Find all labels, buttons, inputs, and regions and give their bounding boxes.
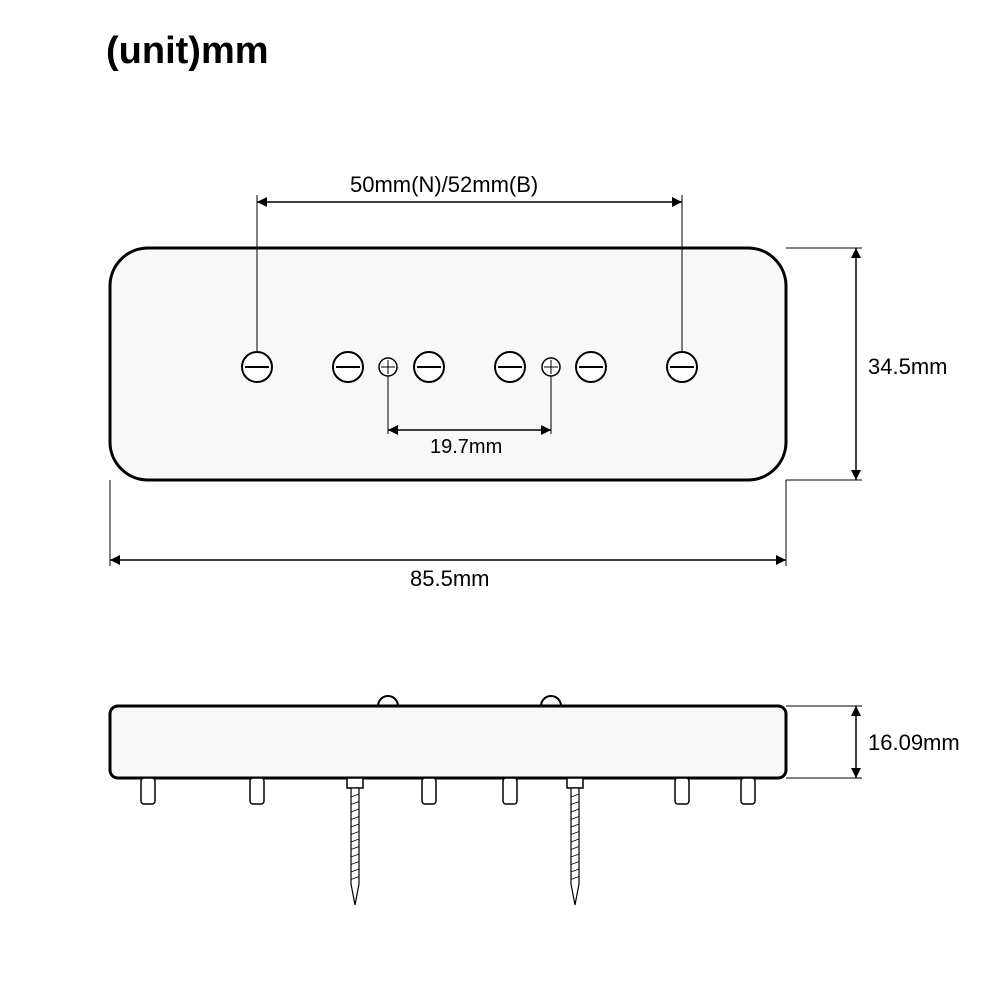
dim-side-height-label: 16.09mm (868, 730, 960, 756)
dim-screw-label: 19.7mm (430, 436, 502, 459)
dim-height-label: 34.5mm (868, 354, 947, 380)
unit-title: (unit)mm (106, 30, 269, 73)
technical-drawing (0, 0, 1001, 1001)
dim-width-label: 85.5mm (410, 566, 489, 592)
dim-spacing-label: 50mm(N)/52mm(B) (350, 172, 538, 198)
